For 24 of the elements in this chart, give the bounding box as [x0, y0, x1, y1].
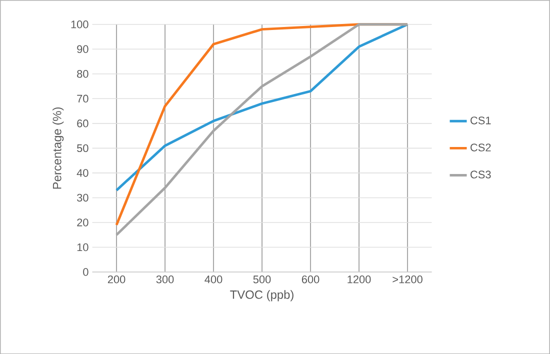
y-tick-label: 30 [77, 194, 88, 202]
x-tick-label: 500 [253, 275, 271, 284]
x-axis-title: TVOC (ppb) [230, 290, 294, 302]
y-tick-label: 50 [77, 144, 88, 152]
y-tick-label: 70 [77, 94, 88, 102]
y-tick-label: 100 [71, 20, 88, 28]
y-axis-title: Percentage (%) [52, 107, 64, 189]
y-tick-label: 80 [77, 70, 88, 78]
x-tick-label: 300 [156, 275, 174, 284]
x-tick-label: 400 [204, 275, 222, 284]
x-tick-label: 200 [108, 275, 126, 284]
line-series [115, 22, 409, 192]
y-tick-label: 20 [77, 218, 88, 226]
y-tick-label: 40 [76, 168, 88, 177]
x-tick-label: 600 [302, 275, 320, 284]
y-tick-label: 60 [77, 119, 88, 128]
legend-label: CS2 [470, 143, 491, 152]
y-tick-label: 90 [77, 45, 88, 53]
legend-label: CS3 [470, 170, 491, 178]
x-tick-label: 1200 [348, 275, 371, 284]
y-tick-label: 10 [77, 243, 88, 251]
x-tick-label: >1200 [392, 275, 422, 284]
legend-label: CS1 [470, 116, 491, 124]
y-tick-label: 0 [83, 268, 88, 276]
